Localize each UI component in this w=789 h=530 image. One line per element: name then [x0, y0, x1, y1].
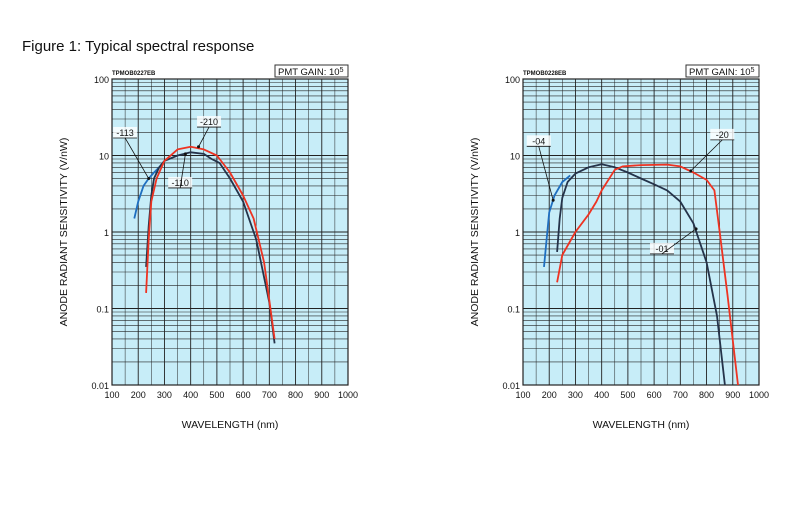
plot-frame — [111, 78, 349, 386]
x-tick-label: 600 — [236, 390, 251, 400]
series-line-20 — [556, 163, 739, 386]
series-line-04 — [543, 174, 571, 267]
chart-2: 100 200 300 400 500 600 700 800 900 1000 0.01 0.1 1 1… — [469, 64, 769, 431]
y-tick-label: 10 — [99, 152, 109, 162]
y-tick-label: 100 — [505, 75, 520, 85]
x-tick-label: 300 — [568, 390, 583, 400]
arrow-head-icon — [197, 145, 201, 149]
annotation-label: -01 — [655, 244, 668, 254]
annotation-arrow — [179, 153, 186, 189]
y-axis-label: ANODE RADIANT SENSITIVITY (V/nW) — [469, 138, 481, 327]
gain-box — [274, 64, 349, 78]
annotation-bg — [649, 242, 674, 254]
y-tick-label: 100 — [94, 75, 109, 85]
y-tick-label: 10 — [510, 152, 520, 162]
x-tick-label: 400 — [594, 390, 609, 400]
y-tick-label: 0.01 — [91, 381, 109, 391]
gain-box — [685, 64, 760, 78]
arrow-head-icon — [147, 177, 151, 181]
series-line-01 — [556, 163, 726, 386]
x-tick-label: 200 — [542, 390, 557, 400]
annotation-label: -110 — [171, 178, 188, 188]
y-tick-label: 1 — [104, 228, 109, 238]
x-tick-label: 900 — [314, 390, 329, 400]
x-tick-label: 1000 — [749, 390, 769, 400]
arrow-head-icon — [183, 152, 187, 156]
x-tick-label: 700 — [673, 390, 688, 400]
x-axis-label: WAVELENGTH (nm) — [593, 419, 690, 431]
figure-title: Figure 1: Typical spectral response — [22, 38, 255, 55]
x-tick-label: 500 — [620, 390, 635, 400]
x-tick-label: 1000 — [338, 390, 358, 400]
arrow-head-icon — [689, 169, 693, 173]
x-tick-label: 300 — [157, 390, 172, 400]
annotation-bg — [197, 116, 222, 128]
annotation-bg — [113, 126, 138, 138]
x-tick-label: 100 — [515, 390, 530, 400]
x-axis-label: WAVELENGTH (nm) — [182, 419, 279, 431]
x-tick-label: 100 — [104, 390, 119, 400]
gain-exponent: 5 — [751, 67, 755, 74]
annotation-bg — [526, 135, 551, 147]
annotation-arrow — [198, 126, 210, 147]
x-tick-label: 400 — [183, 390, 198, 400]
annotation-arrow — [661, 228, 697, 255]
series-line-110 — [145, 151, 276, 344]
chart-1: 100 200 300 400 500 600 700 800 900 1000 0.01 0.1 1 1… — [58, 64, 358, 431]
figure-code: TPMOB0228EB — [523, 71, 567, 77]
gain-exponent: 5 — [340, 67, 344, 74]
gain-label: PMT GAIN: 105 — [278, 67, 344, 78]
x-tick-label: 900 — [725, 390, 740, 400]
arrow-head-icon — [551, 198, 555, 202]
annotation-bg — [168, 176, 193, 188]
annotation-arrow — [124, 137, 150, 179]
annotation-label: -210 — [200, 117, 218, 127]
annotation-arrow — [690, 139, 723, 172]
x-tick-label: 800 — [699, 390, 714, 400]
y-axis-label: ANODE RADIANT SENSITIVITY (V/nW) — [58, 138, 70, 327]
annotation-label: -20 — [716, 130, 729, 140]
arrow-head-icon — [694, 227, 698, 231]
x-tick-label: 700 — [262, 390, 277, 400]
figure-code: TPMOB0227EB — [112, 71, 156, 77]
x-tick-label: 200 — [131, 390, 146, 400]
y-tick-label: 0.1 — [507, 305, 520, 315]
x-tick-label: 600 — [647, 390, 662, 400]
plot-frame — [522, 78, 760, 386]
x-tick-label: 500 — [209, 390, 224, 400]
y-tick-label: 0.1 — [96, 305, 109, 315]
series-line-210 — [145, 145, 276, 340]
y-tick-label: 0.01 — [502, 381, 520, 391]
annotation-bg — [710, 128, 735, 140]
annotation-label: -113 — [116, 128, 133, 138]
annotation-label: -04 — [532, 136, 545, 146]
y-tick-label: 1 — [515, 228, 520, 238]
gain-label: PMT GAIN: 105 — [689, 67, 755, 78]
annotation-arrow — [538, 146, 554, 201]
x-tick-label: 800 — [288, 390, 303, 400]
